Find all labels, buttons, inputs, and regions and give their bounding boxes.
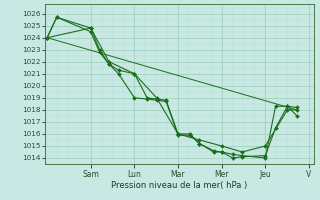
X-axis label: Pression niveau de la mer( hPa ): Pression niveau de la mer( hPa ) (111, 181, 247, 190)
